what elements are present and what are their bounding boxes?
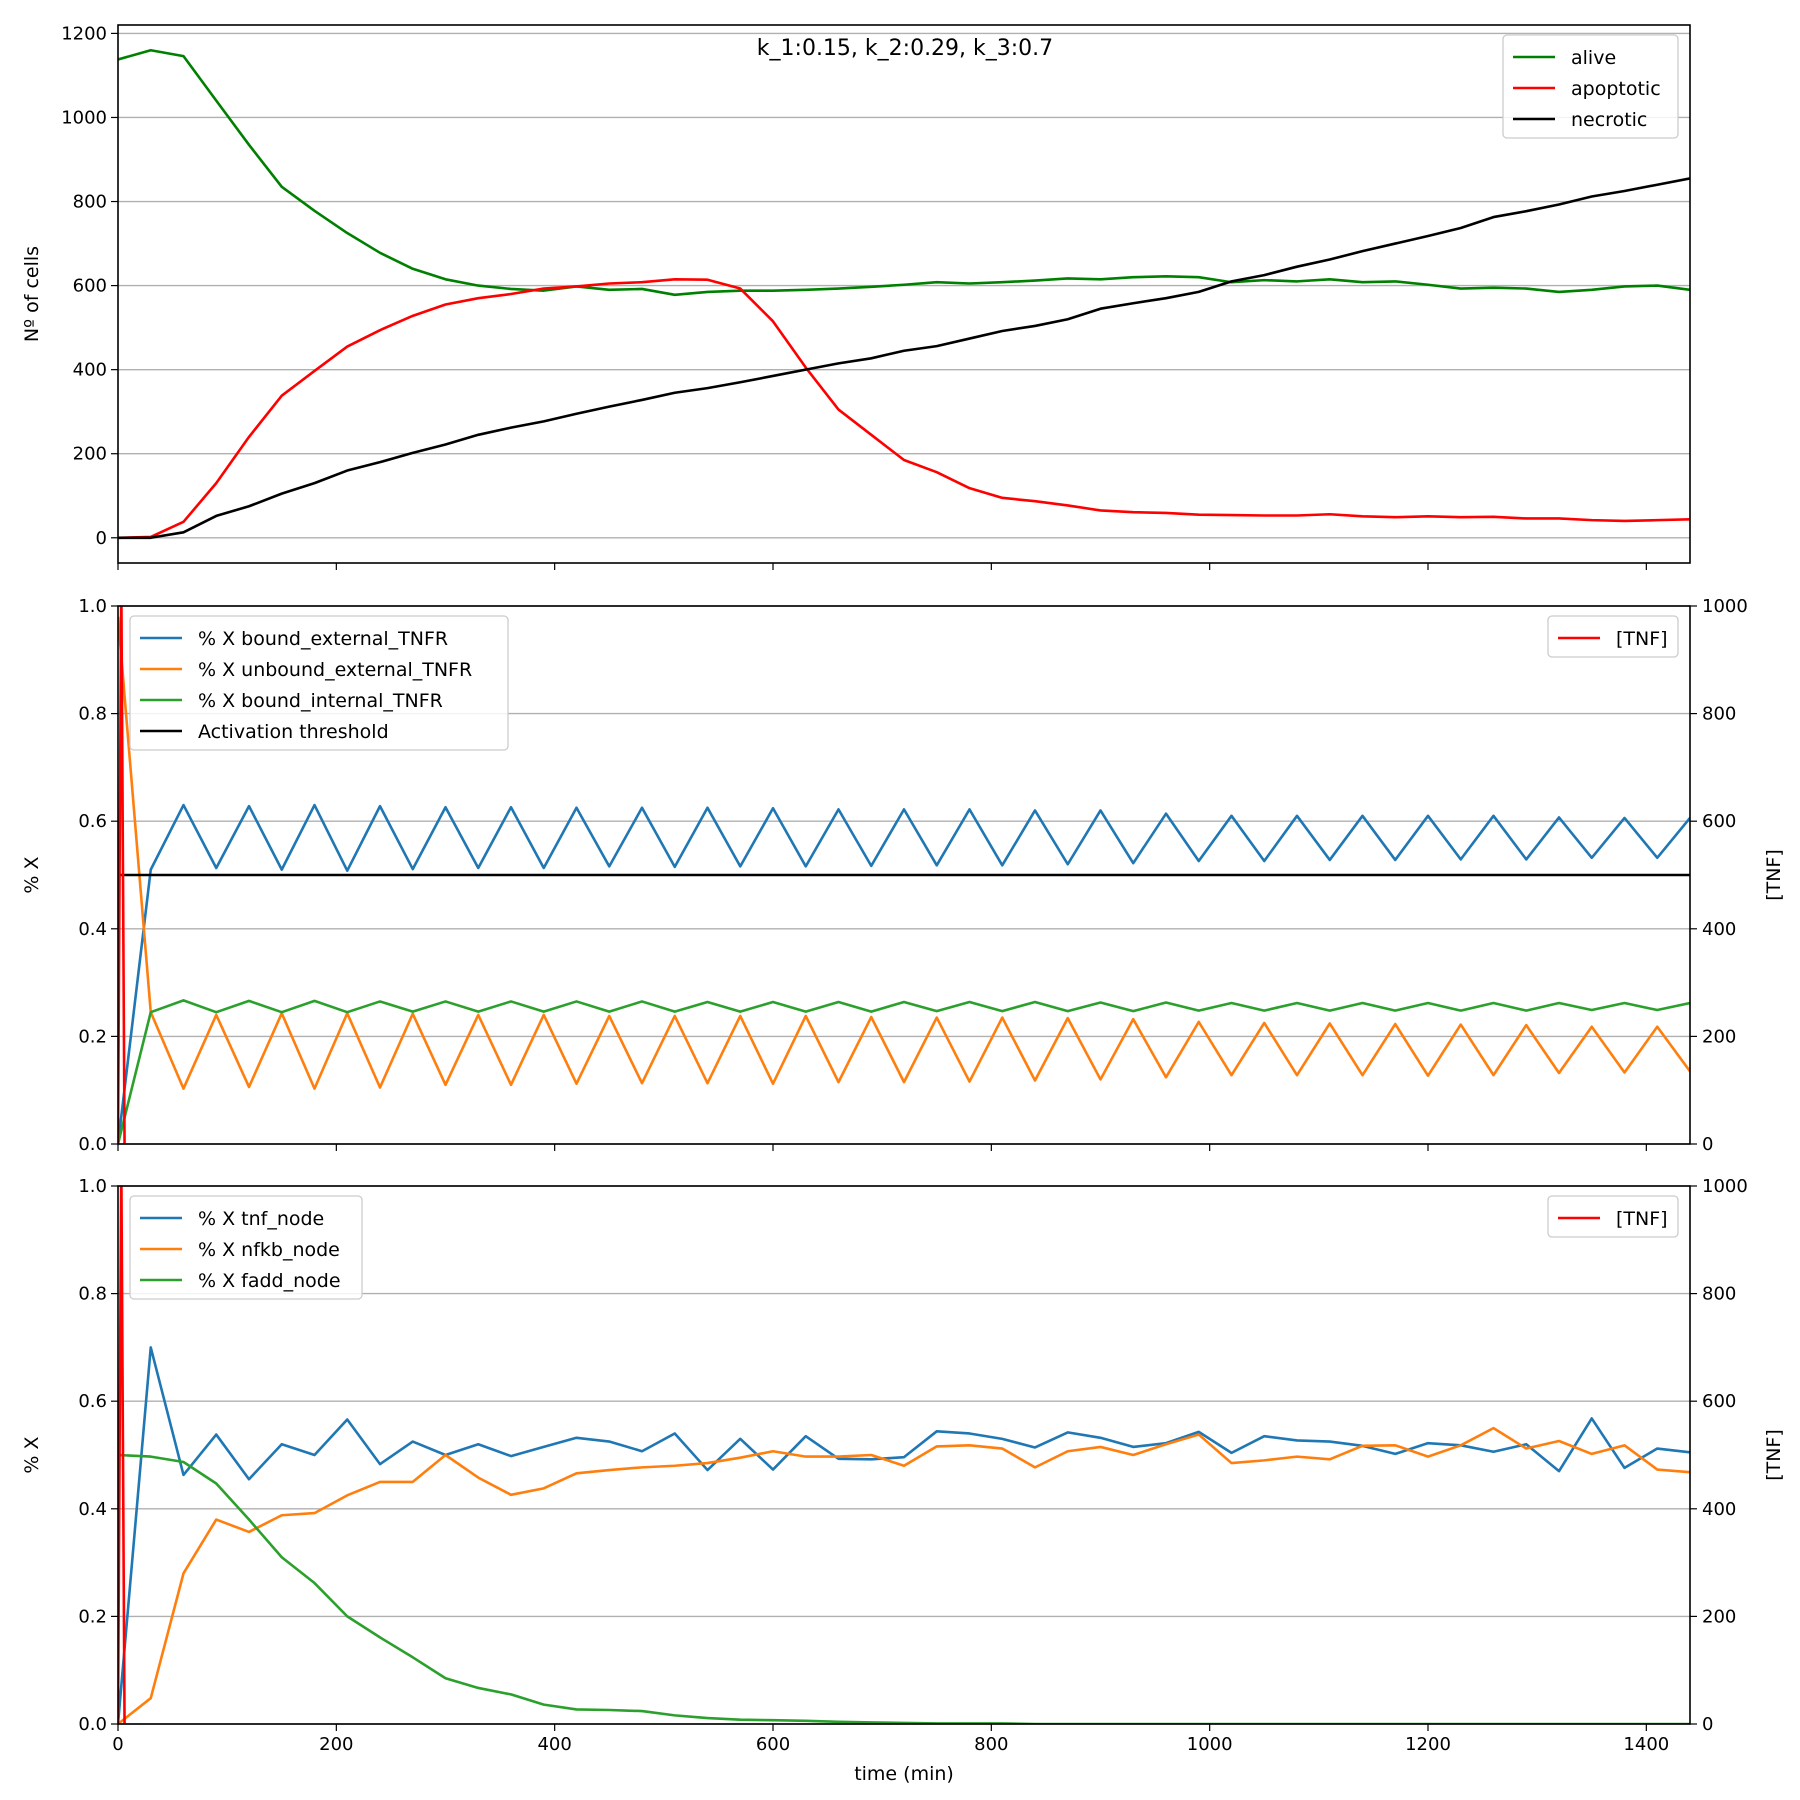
y2-axis-label: [TNF] [1763,1429,1785,1481]
legend-label: % X tnf_node [198,1208,324,1230]
y2-tick-label: 400 [1702,919,1736,940]
y2-tick-label: 600 [1702,811,1736,832]
y-tick-label: 1.0 [78,596,107,617]
series-line-x-bound-internal-tnfr [118,999,1690,1144]
y2-axis-label: [TNF] [1763,849,1785,901]
series-line-tnf [118,1186,126,1724]
y2-tick-label: 0 [1702,1134,1713,1155]
y2-tick-label: 0 [1702,1714,1713,1735]
legend-box [1547,1195,1679,1238]
series-line-x-tnf-node [118,1346,1690,1724]
series-line-x-fadd-node [118,1453,1690,1724]
y-tick-label: 0.2 [78,1606,107,1627]
series-group [118,606,1690,1144]
y-tick-label: 0.2 [78,1026,107,1047]
y2-tick-label: 1000 [1702,1176,1748,1197]
plot-frame [117,1185,1691,1725]
y-tick-label: 200 [73,444,107,465]
legend-box [1547,615,1679,658]
panel-2: 0.0 0.2 0.4 0.6 0.8 1.0 0 200 400 600 800 1000 % X [T… [21,596,1785,1155]
y2-tick-label: 1000 [1702,596,1748,617]
legend-label: apoptotic [1571,78,1661,100]
y-tick-label: 0.0 [78,1134,107,1155]
legend: % X tnf_node % X nfkb_node % X fadd_node [129,1195,363,1300]
y-axis-label: % X [21,1436,43,1473]
x-tick-label: 1400 [1623,1734,1669,1755]
y-tick-label: 1.0 [78,1176,107,1197]
x-tick-label: 1000 [1187,1734,1233,1755]
y2-tick-label: 400 [1702,1499,1736,1520]
legend-secondary: [TNF] [1547,1195,1679,1238]
y-tick-label: 600 [73,276,107,297]
legend-label: Activation threshold [198,721,389,743]
x-tick-label: 200 [319,1734,353,1755]
y-tick-label: 400 [73,360,107,381]
legend-label: % X fadd_node [198,1270,341,1292]
x-tick-label: 600 [756,1734,790,1755]
panel-1: 0 200 400 600 800 1000 1200 k_1:0.15, k_2:0.29,… [21,23,1691,570]
series-group [118,1186,1690,1724]
x-tick-label: 800 [974,1734,1008,1755]
y-tick-label: 0.6 [78,811,107,832]
x-tick-label: 1200 [1405,1734,1451,1755]
y2-tick-label: 600 [1702,1391,1736,1412]
legend-box [129,1195,363,1300]
y-axis-label: % X [21,856,43,893]
legend-label: necrotic [1571,109,1647,131]
y2-tick-label: 800 [1702,704,1736,725]
series-line-x-nfkb-node [118,1426,1690,1724]
series-line-alive [118,48,1690,297]
plot-title: k_1:0.15, k_2:0.29, k_3:0.7 [757,36,1053,61]
legend-secondary: alive apoptotic necrotic [1502,34,1679,139]
legend-secondary: [TNF] [1547,615,1679,658]
x-axis-label: time (min) [854,1763,954,1785]
y2-tick-label: 200 [1702,1606,1736,1627]
y-tick-label: 0.4 [78,919,107,940]
y-tick-label: 0.6 [78,1391,107,1412]
y-tick-label: 0.4 [78,1499,107,1520]
legend-label: alive [1571,47,1616,69]
panel-3: 0.0 0.2 0.4 0.6 0.8 1.0 0 200 400 600 800 1000 0 200 4… [21,1176,1785,1785]
series-line-necrotic [118,177,1690,540]
y-tick-label: 1200 [61,23,107,44]
y-tick-label: 0 [96,528,107,549]
y-tick-label: 1000 [61,107,107,128]
series-line-x-unbound-external-tnfr [118,616,1690,1090]
series-line-x-bound-external-tnfr [118,803,1690,1144]
y2-tick-label: 200 [1702,1026,1736,1047]
y-tick-label: 0.8 [78,704,107,725]
plot-frame [117,24,1691,564]
legend-label: % X nfkb_node [198,1239,340,1261]
x-tick-label: 0 [112,1734,123,1755]
series-line-tnf [118,606,126,1144]
x-tick-label: 400 [537,1734,571,1755]
y2-tick-label: 800 [1702,1284,1736,1305]
series-group [118,48,1690,540]
legend-label: % X bound_external_TNFR [198,628,448,650]
legend: % X bound_external_TNFR % X unbound_exter… [129,615,509,751]
legend-label: [TNF] [1616,1208,1668,1230]
plot-frame [117,605,1691,1145]
legend-label: [TNF] [1616,628,1668,650]
legend-box [1502,34,1679,139]
y-tick-label: 0.8 [78,1284,107,1305]
series-line-apoptotic [118,277,1690,540]
y-tick-label: 0.0 [78,1714,107,1735]
legend-label: % X unbound_external_TNFR [198,659,472,681]
legend-box [129,615,509,751]
legend-label: % X bound_internal_TNFR [198,690,443,712]
y-axis-label: Nº of cells [21,246,43,342]
y-tick-label: 800 [73,192,107,213]
